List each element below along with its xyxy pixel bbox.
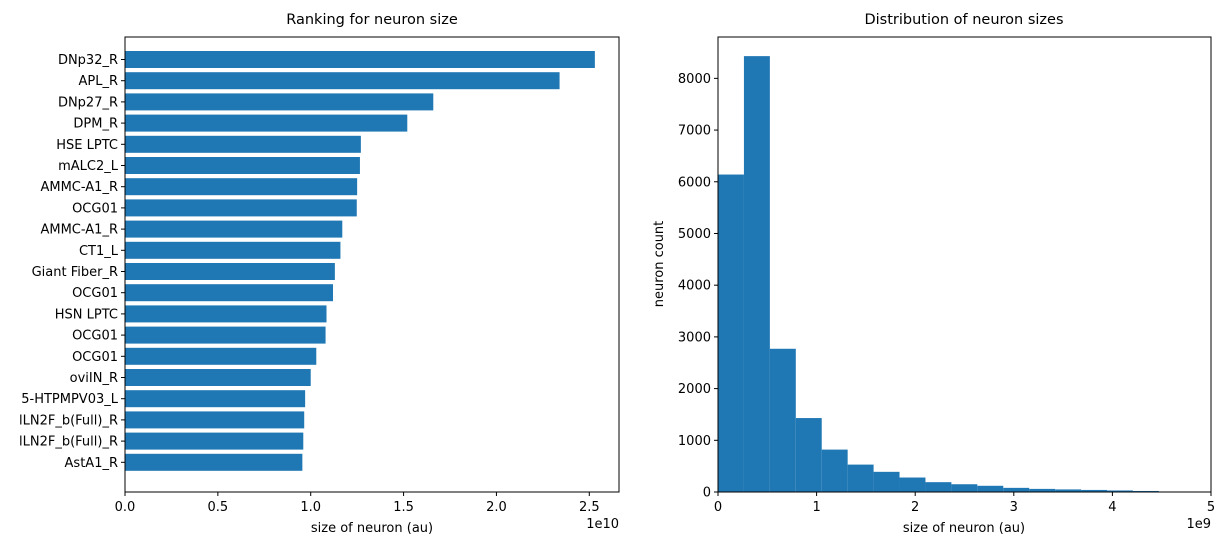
- histogram-bar: [899, 477, 926, 492]
- distribution-y-axis-label: neuron count: [652, 221, 667, 308]
- ranking-category-label: DNp32_R: [58, 53, 118, 68]
- histogram-bar: [1029, 488, 1056, 492]
- ranking-bar: [125, 347, 317, 365]
- distribution-x-ticks: 0 1 2 3 4 5: [714, 492, 1215, 515]
- ranking-category-label: APL_R: [78, 74, 118, 89]
- ranking-category-label: mALC2_L: [58, 159, 119, 174]
- ranking-category-label: OCG01: [72, 329, 118, 344]
- ranking-category-label: OCG01: [72, 350, 118, 365]
- ranking-category-label: AMMC-A1_R: [40, 223, 118, 238]
- distribution-x-offset-label: 1e9: [1186, 517, 1211, 532]
- histogram-bar: [1132, 490, 1159, 492]
- ranking-bars: [125, 51, 595, 471]
- distribution-y-tick-label: 2000: [678, 382, 711, 397]
- distribution-y-tick-label: 8000: [678, 72, 711, 87]
- histogram-bar: [1055, 489, 1082, 492]
- ranking-category-label: Giant Fiber_R: [32, 265, 118, 280]
- ranking-x-tick-label: 1.0: [300, 500, 321, 515]
- histogram-bar: [718, 174, 744, 492]
- ranking-bar: [125, 305, 327, 323]
- histogram-bar: [847, 464, 874, 492]
- distribution-x-tick-label: 3: [1010, 500, 1018, 515]
- ranking-title: Ranking for neuron size: [286, 12, 458, 28]
- ranking-bar: [125, 241, 341, 259]
- ranking-category-label: HSN LPTC: [55, 307, 118, 322]
- distribution-y-tick-label: 6000: [678, 175, 711, 190]
- ranking-category-label: AMMC-A1_R: [40, 180, 118, 195]
- ranking-bar: [125, 72, 560, 90]
- distribution-y-ticks: 0 1000 2000 3000 4000 5000 6000 7000 8000: [678, 72, 718, 501]
- ranking-category-label: OCG01: [72, 286, 118, 301]
- ranking-category-label: 5-HTPMPV03_L: [21, 392, 119, 407]
- distribution-y-tick-label: 1000: [678, 434, 711, 449]
- ranking-x-tick-label: 0.0: [115, 500, 136, 515]
- histogram-bars: [718, 56, 1211, 493]
- ranking-category-label: DNp27_R: [58, 95, 118, 110]
- ranking-x-ticks: 0.0 0.5 1.0 1.5 2.0 2.5: [115, 492, 600, 515]
- distribution-chart: Distribution of neuron sizes 01000200030…: [652, 12, 1215, 536]
- histogram-bar: [795, 418, 822, 492]
- ranking-bar: [125, 411, 305, 429]
- distribution-x-axis-label: size of neuron (au): [903, 521, 1025, 536]
- ranking-bar: [125, 432, 304, 450]
- ranking-bar: [125, 114, 408, 132]
- ranking-bar: [125, 157, 360, 174]
- ranking-bar: [125, 220, 343, 238]
- ranking-chart: Ranking for neuron size DNp32_R APL_R DNp2…: [19, 12, 620, 536]
- ranking-category-label: lLN2F_b(Full)_R: [19, 435, 118, 450]
- ranking-x-offset-label: 1e10: [586, 517, 619, 532]
- histogram-bar: [977, 485, 1004, 492]
- histogram-bar: [1081, 489, 1107, 492]
- ranking-bar: [125, 369, 311, 386]
- ranking-bar: [125, 326, 326, 344]
- distribution-x-tick-label: 2: [911, 500, 919, 515]
- ranking-x-axis-label: size of neuron (au): [311, 521, 433, 536]
- distribution-x-tick-label: 5: [1207, 500, 1215, 515]
- ranking-x-tick-label: 1.5: [393, 500, 414, 515]
- distribution-y-tick-label: 3000: [678, 330, 711, 345]
- ranking-x-tick-label: 2.5: [579, 500, 600, 515]
- histogram-bar: [951, 484, 978, 492]
- histogram-bar: [1106, 490, 1133, 492]
- ranking-category-label: DPM_R: [73, 117, 118, 132]
- ranking-category-label: AstA1_R: [65, 456, 118, 471]
- histogram-bar: [769, 348, 796, 492]
- distribution-x-tick-label: 4: [1108, 500, 1116, 515]
- ranking-bar: [125, 453, 303, 471]
- histogram-bar: [743, 56, 770, 493]
- ranking-plot-frame: [124, 36, 620, 493]
- histogram-bar: [821, 449, 848, 492]
- ranking-category-labels: DNp32_R APL_R DNp27_R DPM_R HSE LPTC mALC2_L A…: [19, 53, 125, 471]
- ranking-x-tick-label: 0.5: [208, 500, 229, 515]
- ranking-category-label: HSE LPTC: [56, 138, 118, 153]
- histogram-bar: [925, 482, 952, 492]
- ranking-bar: [125, 93, 434, 111]
- ranking-bar: [125, 263, 335, 280]
- ranking-bar: [125, 178, 358, 196]
- ranking-bar: [125, 135, 361, 153]
- ranking-category-label: OCG01: [72, 201, 118, 216]
- distribution-y-tick-label: 0: [703, 486, 711, 501]
- distribution-x-tick-label: 1: [812, 500, 820, 515]
- distribution-y-tick-label: 5000: [678, 227, 711, 242]
- ranking-category-label: oviIN_R: [70, 371, 118, 386]
- distribution-title: Distribution of neuron sizes: [864, 12, 1063, 28]
- histogram-bar: [873, 471, 900, 492]
- ranking-bar: [125, 390, 306, 408]
- distribution-y-tick-label: 7000: [678, 124, 711, 139]
- ranking-bar: [125, 199, 357, 217]
- ranking-category-label: lLN2F_b(Full)_R: [19, 413, 118, 428]
- ranking-bar: [125, 51, 595, 68]
- distribution-y-tick-label: 4000: [678, 279, 711, 294]
- ranking-x-tick-label: 2.0: [486, 500, 507, 515]
- ranking-bar: [125, 284, 333, 302]
- distribution-plot-frame: [717, 36, 1212, 493]
- histogram-bar: [1003, 487, 1030, 492]
- distribution-x-tick-label: 0: [714, 500, 722, 515]
- ranking-category-label: CT1_L: [79, 244, 119, 259]
